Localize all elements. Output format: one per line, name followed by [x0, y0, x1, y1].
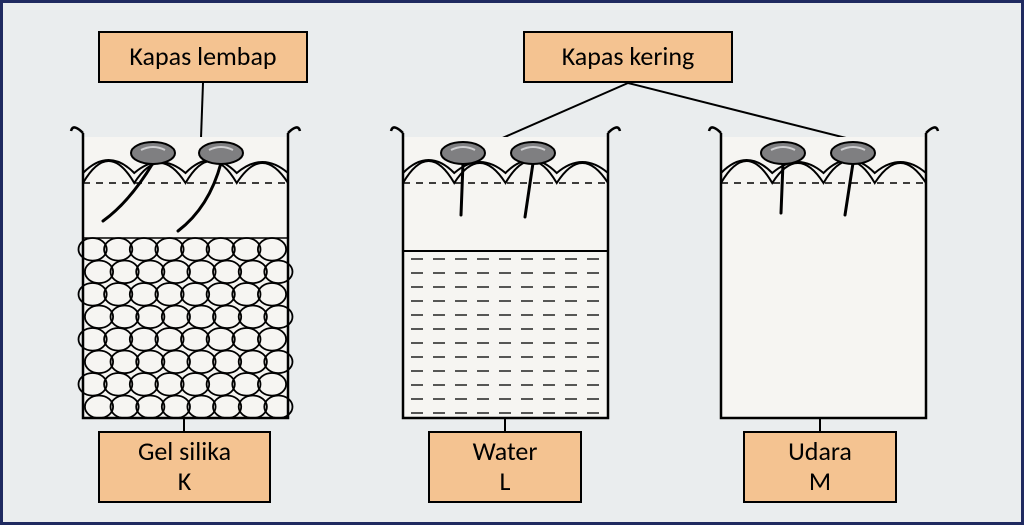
label-text-line2: L	[500, 467, 511, 497]
label-text: Kapas lembap	[129, 42, 276, 72]
label-text-line2: M	[809, 467, 831, 497]
diagram-frame: Kapas lembap Kapas kering Gel silika K W…	[0, 0, 1024, 525]
label-beaker-k: Gel silika K	[98, 431, 271, 503]
label-text: Kapas kering	[562, 42, 695, 72]
label-beaker-l: Water L	[428, 431, 582, 503]
label-text-line1: Water	[473, 437, 538, 467]
label-text-line1: Udara	[788, 437, 852, 467]
label-beaker-m: Udara M	[743, 431, 897, 503]
label-text-line2: K	[178, 467, 192, 497]
label-text-line1: Gel silika	[138, 437, 231, 467]
label-kapas-kering: Kapas kering	[523, 31, 733, 83]
label-kapas-lembap: Kapas lembap	[98, 31, 308, 83]
